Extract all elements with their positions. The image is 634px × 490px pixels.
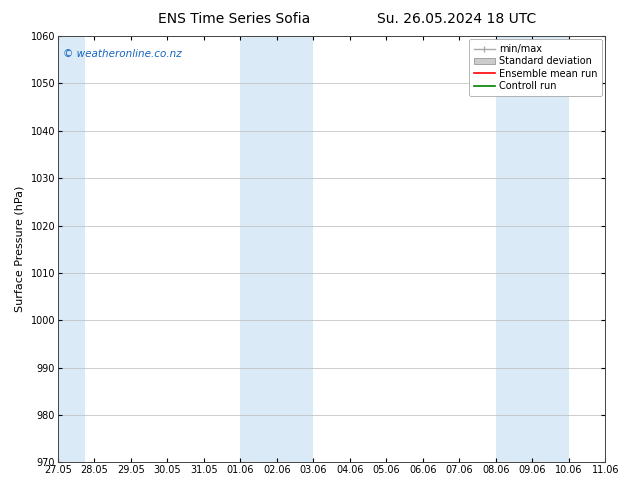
Text: ENS Time Series Sofia: ENS Time Series Sofia [158,12,311,26]
Bar [496,36,569,462]
Bar [58,36,86,462]
Legend: min/max, Standard deviation, Ensemble mean run, Controll run: min/max, Standard deviation, Ensemble me… [469,39,602,96]
Bar [240,36,313,462]
Text: Su. 26.05.2024 18 UTC: Su. 26.05.2024 18 UTC [377,12,536,26]
Y-axis label: Surface Pressure (hPa): Surface Pressure (hPa) [15,186,25,312]
Text: © weatheronline.co.nz: © weatheronline.co.nz [63,49,182,59]
